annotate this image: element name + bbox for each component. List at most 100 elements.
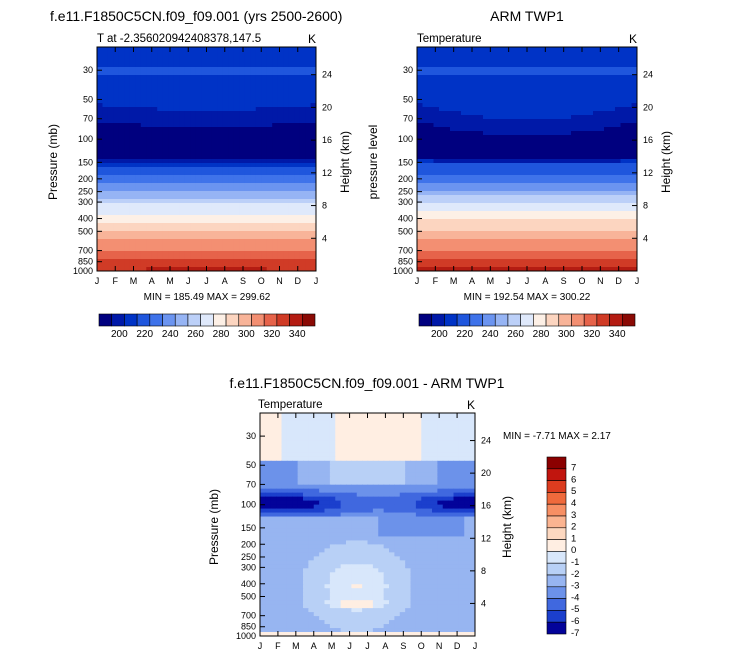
field-cell: [609, 251, 616, 256]
field-cell: [582, 67, 589, 72]
field-cell: [516, 71, 523, 76]
field-cell: [168, 211, 175, 216]
field-cell: [107, 167, 115, 172]
field-cell: [488, 123, 495, 128]
field-cell: [135, 123, 142, 128]
field-cell: [422, 243, 429, 248]
field-cell: [233, 235, 240, 240]
field-cell: [417, 55, 424, 60]
field-cell: [532, 211, 539, 216]
field-cell: [97, 255, 104, 260]
field-cell: [335, 428, 342, 434]
field-cell: [516, 207, 523, 212]
field-cell: [571, 151, 578, 156]
field-cell: [494, 223, 501, 228]
field-cell: [565, 267, 572, 271]
field-cell: [272, 47, 279, 52]
field-cell: [620, 187, 627, 192]
field-cell: [217, 119, 224, 124]
field-cell: [565, 247, 572, 252]
field-cell: [549, 175, 556, 180]
field-cell: [113, 163, 120, 168]
field-cell: [620, 211, 627, 216]
panel-model-stats: MIN = 185.49 MAX = 299.62: [144, 292, 271, 303]
field-cell: [168, 259, 175, 264]
field-cell: [571, 215, 578, 220]
field-cell: [593, 159, 600, 164]
field-cell: [299, 83, 306, 88]
field-cell: [598, 63, 605, 68]
field-cell: [211, 95, 219, 100]
field-cell: [222, 147, 229, 152]
field-cell: [102, 155, 109, 160]
field-cell: [228, 151, 235, 156]
field-cell: [549, 139, 556, 144]
field-cell: [113, 103, 120, 108]
field-cell: [179, 115, 186, 120]
field-cell: [560, 175, 567, 180]
field-cell: [255, 195, 262, 200]
field-cell: [168, 87, 175, 92]
field-cell: [140, 151, 147, 156]
field-cell: [488, 247, 495, 252]
field-cell: [102, 191, 109, 196]
field-cell: [587, 91, 594, 96]
field-cell: [582, 263, 589, 268]
field-cell: [505, 167, 512, 172]
field-cell: [324, 420, 331, 426]
field-cell: [532, 191, 539, 196]
field-cell: [179, 107, 186, 112]
field-cell: [195, 163, 202, 168]
panel-model-colorbar: 200 220 240 260 280 300 320 340: [98, 313, 316, 340]
field-cell: [389, 436, 395, 442]
field-cell: [461, 115, 468, 120]
field-cell: [417, 131, 424, 136]
field-cell: [151, 59, 158, 64]
field-cell: [233, 51, 240, 56]
field-cell: [286, 416, 293, 422]
field-cell: [472, 107, 479, 112]
field-cell: [620, 231, 627, 236]
field-cell: [151, 223, 158, 228]
field-cell: [499, 91, 506, 96]
field-cell: [433, 223, 440, 228]
field-cell: [244, 227, 251, 232]
field-cell: [472, 131, 479, 136]
field-cell: [190, 235, 197, 240]
field-cell: [283, 171, 290, 176]
field-cell: [620, 195, 627, 200]
field-cell: [527, 207, 534, 212]
field-cell: [582, 119, 589, 124]
field-cell: [461, 139, 468, 144]
field-cell: [549, 227, 556, 232]
field-cell: [277, 179, 284, 184]
field-cell: [444, 247, 451, 252]
field-cell: [244, 167, 251, 172]
field-cell: [168, 95, 175, 100]
field-cell: [488, 155, 495, 160]
field-cell: [516, 87, 523, 92]
field-cell: [494, 227, 501, 232]
field-cell: [340, 424, 347, 430]
field-cell: [195, 159, 202, 164]
field-cell: [620, 251, 627, 256]
field-cell: [135, 143, 142, 148]
field-cell: [340, 420, 347, 426]
field-cell: [206, 167, 213, 172]
field-cell: [527, 263, 534, 268]
field-cell: [190, 259, 197, 264]
field-cell: [527, 227, 534, 232]
field-cell: [461, 87, 468, 92]
field-cell: [146, 67, 153, 72]
field-cell: [146, 211, 153, 216]
field-cell: [118, 115, 125, 120]
field-cell: [543, 231, 550, 236]
field-cell: [168, 251, 175, 256]
field-cell: [266, 267, 273, 271]
field-cell: [239, 147, 246, 152]
field-cell: [461, 187, 468, 192]
field-cell: [532, 123, 539, 128]
colorbar-box: [149, 313, 163, 327]
field-cell: [477, 179, 484, 184]
field-cell: [195, 139, 202, 144]
